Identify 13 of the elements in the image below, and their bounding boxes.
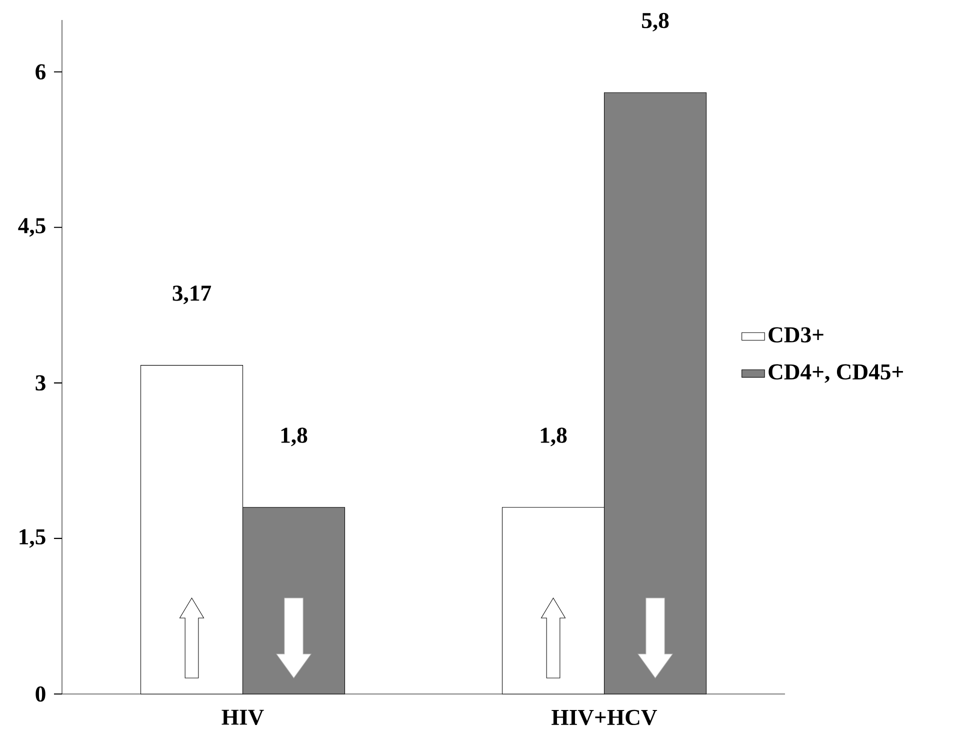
data-label: 5,8 — [642, 12, 669, 32]
data-label: 1,8 — [281, 428, 308, 446]
y-tick-label: 4,5 — [18, 218, 46, 237]
y-tick-label: 6 — [36, 64, 46, 80]
y-tick-label: 0 — [36, 686, 46, 702]
data-label: 3,17 — [172, 286, 212, 304]
legend-label: CD4+, CD45+ — [768, 364, 903, 383]
legend-label: CD3+ — [768, 327, 824, 342]
y-tick-label: 3 — [36, 375, 46, 391]
x-tick-label: HIV+HCV — [552, 710, 658, 726]
data-label: 1,8 — [540, 428, 567, 446]
x-tick-label: HIV — [222, 710, 264, 725]
y-tick-label: 1,5 — [20, 529, 46, 548]
